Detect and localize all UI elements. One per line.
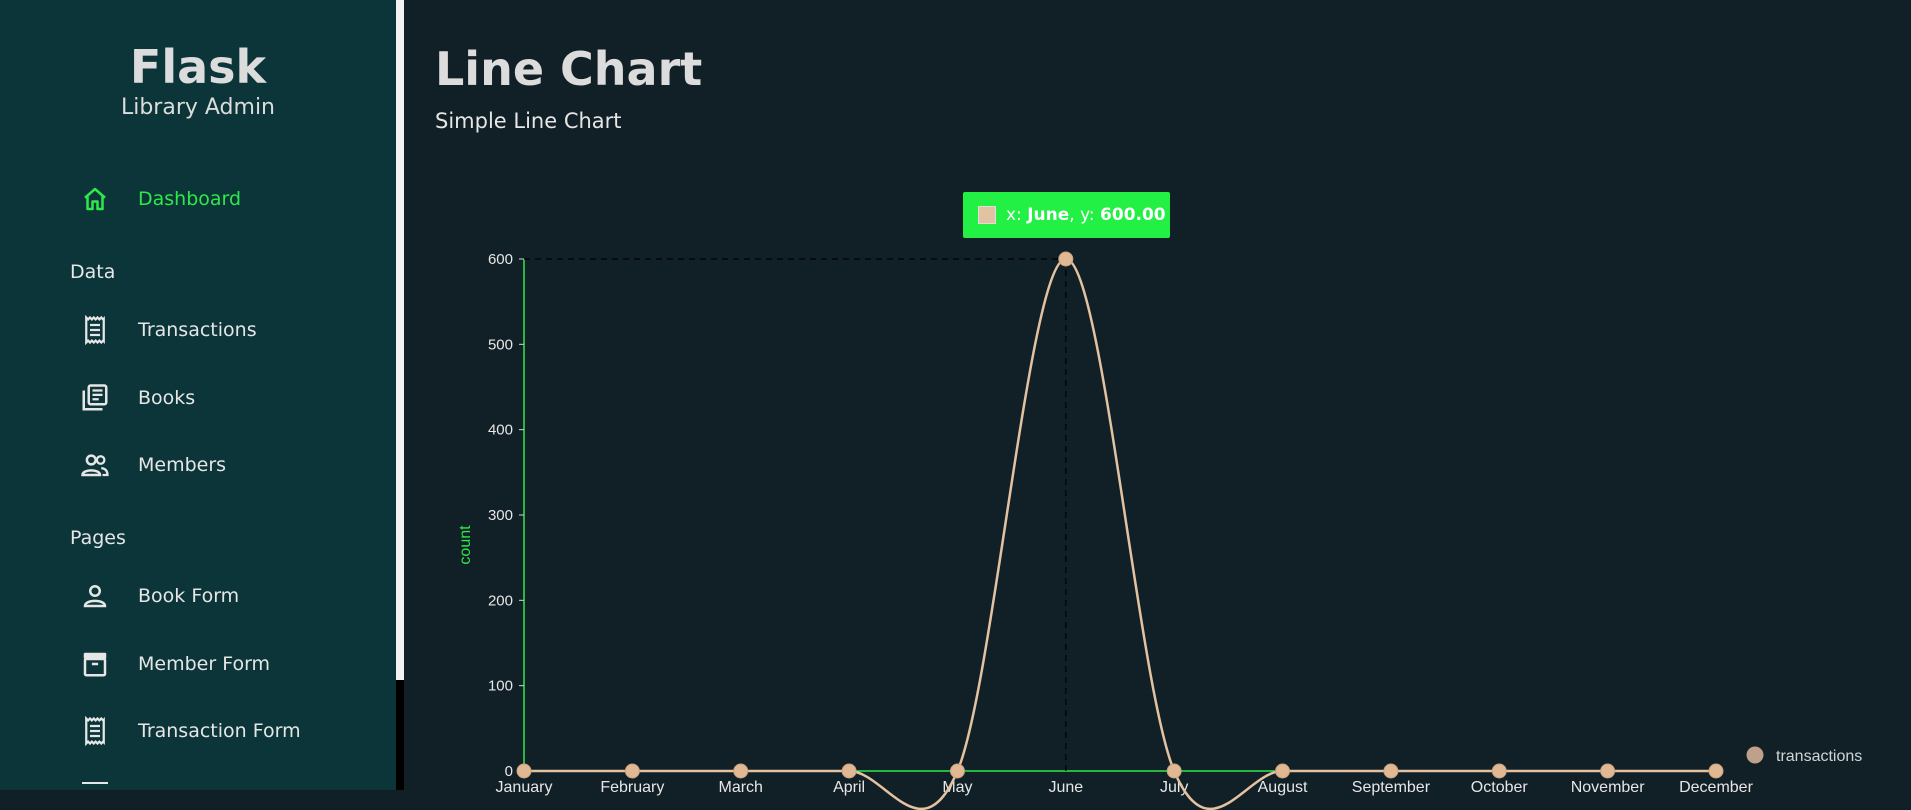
- receipt-icon: [78, 714, 112, 748]
- sidebar-item-label: Transactions: [138, 319, 257, 341]
- sidebar-item-label: Members: [138, 454, 227, 476]
- tooltip-swatch: [978, 206, 996, 224]
- x-tick-label: November: [1571, 779, 1645, 796]
- y-tick-label: 600: [488, 251, 513, 268]
- y-tick-label: 500: [488, 336, 513, 353]
- section-label-data: Data: [70, 261, 116, 283]
- page-subtitle: Simple Line Chart: [435, 109, 622, 133]
- x-tick-label: June: [1048, 779, 1083, 796]
- brand-subtitle: Library Admin: [120, 95, 276, 120]
- tooltip-x-prefix: x:: [1006, 205, 1022, 225]
- bottom-strip: [0, 790, 396, 810]
- data-point: [949, 763, 965, 779]
- brand: Flask Library Admin: [0, 38, 396, 122]
- archive-icon: [78, 647, 112, 681]
- y-tick-label: 100: [488, 678, 513, 695]
- main-content: Line Chart Simple Line Chart: [404, 0, 1911, 810]
- sidebar-item-member-form[interactable]: Member Form: [78, 646, 270, 682]
- data-point: [1708, 763, 1724, 779]
- legend-marker: [1746, 746, 1764, 764]
- sidebar-item-label: Books: [138, 387, 196, 409]
- data-point: [516, 763, 532, 779]
- receipt-icon: [78, 313, 112, 347]
- person-icon: [78, 579, 112, 613]
- x-tick-label: July: [1160, 779, 1188, 796]
- chart-tooltip: x: June, y: 600.00: [963, 192, 1170, 238]
- sidebar-scrollbar[interactable]: [396, 0, 404, 790]
- section-label-pages: Pages: [70, 527, 126, 549]
- x-tick-label: August: [1258, 779, 1308, 796]
- data-point: [1383, 763, 1399, 779]
- x-tick-label: January: [496, 779, 553, 796]
- y-tick-label: 200: [488, 592, 513, 609]
- data-point: [1600, 763, 1616, 779]
- sidebar-item-label: Dashboard: [138, 188, 242, 210]
- y-tick-label: 400: [488, 422, 513, 439]
- sidebar-item-label: Member Form: [138, 653, 271, 675]
- x-tick-label: March: [719, 779, 763, 796]
- x-tick-label: April: [833, 779, 865, 796]
- data-point: [1275, 763, 1291, 779]
- home-icon: [78, 182, 112, 216]
- data-point: [1491, 763, 1507, 779]
- tooltip-y-prefix: , y:: [1069, 205, 1095, 225]
- sidebar-item-dashboard[interactable]: Dashboard: [78, 181, 241, 217]
- y-tick-label: 0: [505, 763, 513, 780]
- x-tick-label: February: [600, 779, 664, 796]
- sidebar-item-label: Book Form: [138, 585, 240, 607]
- data-point: [1166, 763, 1182, 779]
- sidebar-item-book-form[interactable]: Book Form: [78, 578, 239, 614]
- sidebar: Flask Library Admin Dashboard Data Trans…: [0, 0, 396, 790]
- x-tick-label: December: [1679, 779, 1753, 796]
- x-tick-label: May: [942, 779, 972, 796]
- data-point: [841, 763, 857, 779]
- data-point: [733, 763, 749, 779]
- calendar-icon: [82, 782, 108, 790]
- series-line-transactions: [523, 257, 1716, 810]
- people-icon: [78, 448, 112, 482]
- page-title: Line Chart: [435, 42, 703, 96]
- y-axis-label: count: [457, 525, 474, 565]
- sidebar-item-label: Transaction Form: [138, 720, 301, 742]
- x-tick-label: September: [1352, 779, 1431, 796]
- scrollbar-thumb[interactable]: [396, 0, 404, 680]
- brand-title: Flask: [129, 40, 267, 94]
- sidebar-item-transactions[interactable]: Transactions: [78, 312, 257, 348]
- tooltip-y-value: 600.00: [1100, 205, 1166, 225]
- data-point: [624, 763, 640, 779]
- data-point: [1058, 251, 1074, 267]
- x-tick-label: October: [1471, 779, 1529, 796]
- tooltip-x-value: June: [1027, 205, 1070, 225]
- sidebar-item-members[interactable]: Members: [78, 447, 226, 483]
- y-tick-label: 300: [488, 507, 513, 524]
- sidebar-item-transaction-form[interactable]: Transaction Form: [78, 713, 301, 749]
- sidebar-item-books[interactable]: Books: [78, 380, 195, 416]
- legend-label: transactions: [1776, 748, 1862, 765]
- library-books-icon: [78, 381, 112, 415]
